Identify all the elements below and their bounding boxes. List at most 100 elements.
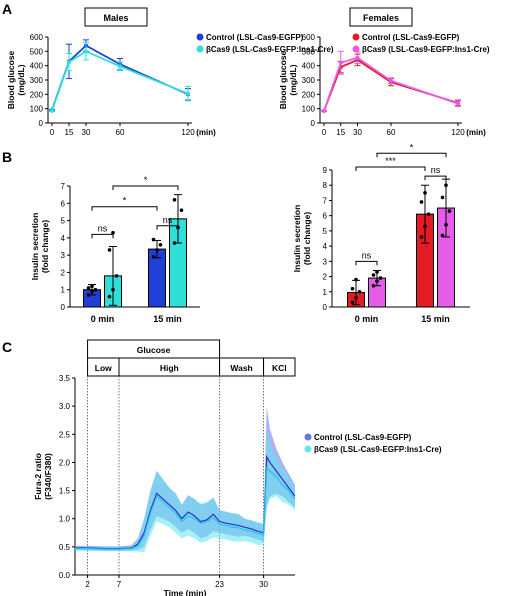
significance-label: * <box>123 196 127 206</box>
legend-label: Control (LSL-Cas9-EGFP) <box>362 33 460 42</box>
panel-title: Males <box>103 13 128 23</box>
title-box <box>84 7 148 27</box>
y-tick-label: 6 <box>323 212 328 221</box>
data-point <box>107 248 112 252</box>
x-tick-label: 30 <box>353 128 362 137</box>
y-tick-label: 5 <box>323 227 328 236</box>
significance-label: ns <box>431 165 441 175</box>
y-axis-label-line: (mg/dL) <box>16 64 26 95</box>
panel-letter: C <box>2 339 12 355</box>
x-tick-label: 120 <box>451 128 465 137</box>
x-tick-label: 15 <box>336 128 345 137</box>
data-point <box>371 283 376 288</box>
data-point <box>456 101 460 106</box>
panel-letter: A <box>2 1 12 17</box>
y-tick-label: 1.5 <box>59 487 71 496</box>
legend-label: Control (LSL-Cas9-EGFP) <box>206 33 304 42</box>
significance-bracket <box>91 233 114 239</box>
x-tick-label: 23 <box>215 580 224 589</box>
bar-panel-B-males: B 0 1 2 3 4 5 6 7 Insulin secretion(fold change) 0… <box>2 149 200 324</box>
x-tick-label: 0 <box>50 128 55 137</box>
bar-panel-B-females: 0 1 2 3 4 5 6 7 8 9 Insulin secretion(fold change)… <box>292 142 470 324</box>
significance-label: *** <box>385 156 396 166</box>
panel-title: Females <box>363 13 399 23</box>
y-tick-label: 0 <box>311 119 316 128</box>
data-point <box>186 91 190 96</box>
data-point <box>426 212 431 216</box>
data-point <box>155 248 159 252</box>
x-axis-unit: (min) <box>466 128 486 137</box>
data-point <box>111 230 115 235</box>
y-tick-label: 100 <box>30 105 44 114</box>
significance-label: ns <box>98 223 108 233</box>
x-tick-label: 15 <box>65 128 74 137</box>
y-tick-label: 3 <box>323 257 328 266</box>
significance-label: ns <box>362 250 372 260</box>
y-tick-label: 3.0 <box>59 402 71 411</box>
y-axis-label-line: (mg/dL) <box>288 64 298 95</box>
y-tick-label: 600 <box>30 33 44 42</box>
y-tick-label: 500 <box>302 47 316 56</box>
x-tick-label: 30 <box>259 580 268 589</box>
significance-bracket <box>376 152 447 158</box>
data-point <box>440 195 445 200</box>
y-axis-label: Blood glucose(mg/dL) <box>278 50 298 109</box>
data-point <box>151 237 156 242</box>
data-point <box>447 209 452 213</box>
x-tick-label: 0 <box>322 128 327 137</box>
legend-marker <box>196 45 204 53</box>
y-axis-label-line: Insulin secretion <box>292 205 302 273</box>
significance-bracket <box>91 206 158 211</box>
x-tick-label: 60 <box>387 128 396 137</box>
x-tick-label: 60 <box>116 128 125 137</box>
data-point <box>354 277 358 282</box>
phase-label: Low <box>95 363 112 373</box>
gtt-panel-A-males: A Males 0 100 200 300 400 500 600 0 15 30 60 120 (min)… <box>2 1 334 137</box>
x-axis-label: Time (min) <box>164 588 207 596</box>
data-point <box>357 289 362 294</box>
y-tick-label: 0.5 <box>59 543 71 552</box>
y-tick-label: 0 <box>39 119 44 128</box>
gtt-panel-A-females: Females 0 100 200 300 400 500 600 0 15 30 60 120 (min… <box>278 7 490 137</box>
y-tick-label: 0.0 <box>59 571 71 580</box>
data-point <box>90 289 94 294</box>
data-point <box>375 270 379 274</box>
significance-bracket <box>112 185 179 190</box>
data-point <box>107 294 112 299</box>
calcium-panel: C Glucose Low High Wash KCl 0.0 0.5 1.0 1.5 2.0 2.5… <box>2 339 442 596</box>
y-axis-label-line: Insulin secretion <box>30 213 40 281</box>
y-tick-label: 300 <box>30 76 44 85</box>
phase-label: Wash <box>230 363 252 373</box>
y-axis-label: Insulin secretion(fold change) <box>30 213 50 281</box>
y-tick-label: 5 <box>61 217 66 226</box>
title-box <box>349 7 413 27</box>
y-tick-label: 3 <box>61 251 66 260</box>
phase-header-label: Glucose <box>137 345 171 355</box>
y-axis-label-line: (fold change) <box>40 220 50 274</box>
sem-band <box>75 428 295 553</box>
y-axis-label-line: (fold change) <box>302 212 312 266</box>
y-tick-label: 300 <box>302 76 316 85</box>
y-tick-label: 3.5 <box>59 374 71 383</box>
data-point <box>93 287 98 292</box>
series-line <box>51 44 189 111</box>
y-axis-label-line: Blood glucose <box>278 50 288 109</box>
x-axis-unit: (min) <box>196 128 216 137</box>
data-point <box>151 255 156 259</box>
y-tick-label: 6 <box>61 199 66 208</box>
legend-label: βCas9 (LSL-Cas9-EGFP:Ins1-Cre) <box>314 445 442 454</box>
data-point <box>389 78 393 83</box>
data-point <box>158 242 163 247</box>
group-label: 0 min <box>355 314 379 324</box>
data-point <box>50 108 54 113</box>
significance-label: ns <box>163 215 173 225</box>
data-point <box>90 284 94 289</box>
significance-label: * <box>410 142 414 152</box>
significance-bracket <box>156 225 179 230</box>
data-point <box>172 241 177 245</box>
data-point <box>179 208 184 212</box>
y-tick-label: 0 <box>61 303 66 312</box>
data-point <box>172 198 177 202</box>
legend-marker <box>196 33 204 41</box>
y-tick-label: 400 <box>302 62 316 71</box>
